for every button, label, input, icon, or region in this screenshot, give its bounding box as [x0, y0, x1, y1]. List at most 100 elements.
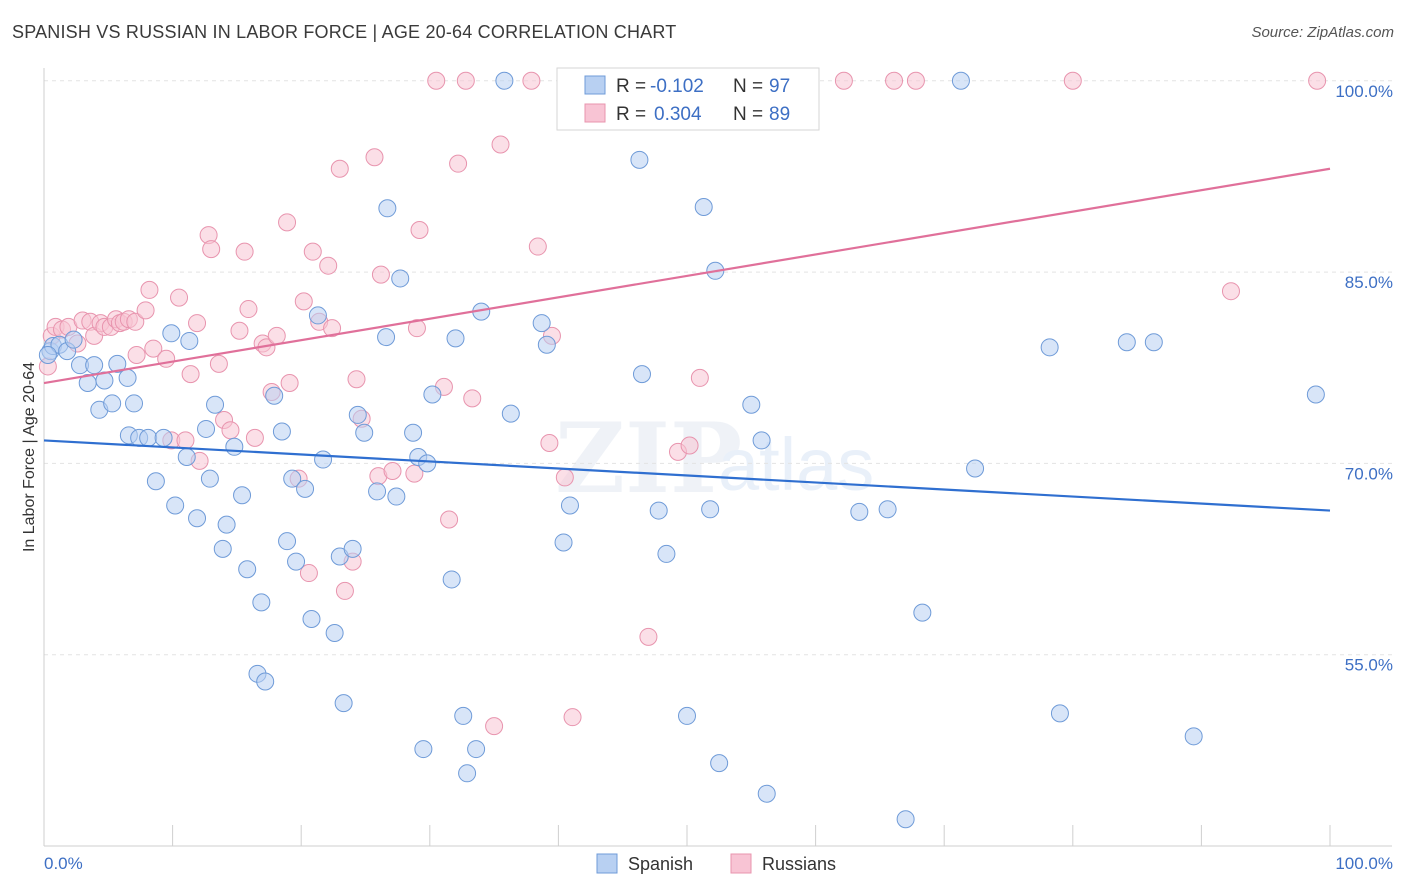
russian-point — [140, 280, 159, 299]
russians-legend-label: Russians — [762, 854, 836, 874]
russian-point — [347, 370, 366, 389]
russian-trend-line — [43, 167, 1331, 385]
russian-point — [383, 462, 402, 481]
spanish-point — [308, 306, 327, 325]
spanish-point — [632, 365, 651, 384]
spanish-r-label: R = — [616, 76, 646, 97]
spanish-n-value: 97 — [769, 76, 790, 97]
spanish-point — [188, 509, 207, 528]
spanish-point — [878, 500, 897, 519]
spanish-point — [302, 609, 321, 628]
legend: Spanish Russians — [596, 853, 836, 874]
spanish-point — [283, 469, 302, 488]
russian-point — [1308, 71, 1327, 90]
russian-point — [834, 71, 853, 90]
russian-point — [267, 326, 286, 345]
spanish-point — [272, 422, 291, 441]
y-tick-label: 55.0% — [1345, 656, 1393, 675]
russian-point — [491, 135, 510, 154]
spanish-point — [537, 335, 556, 354]
russian-point — [885, 71, 904, 90]
spanish-point — [108, 354, 127, 373]
spanish-point — [404, 423, 423, 442]
spanish-trend-line — [43, 439, 1331, 512]
spanish-point — [1144, 333, 1163, 352]
legend-item-russians[interactable]: Russians — [730, 853, 836, 874]
spanish-point — [38, 345, 57, 364]
russian-point — [456, 71, 475, 90]
spanish-point — [314, 450, 333, 469]
russian-point — [294, 292, 313, 311]
spanish-point — [334, 694, 353, 713]
russian-n-label: N = — [733, 104, 763, 125]
spanish-point — [701, 500, 720, 519]
spanish-point — [458, 764, 477, 783]
spanish-point — [387, 487, 406, 506]
spanish-point — [287, 552, 306, 571]
watermark-zip: ZIP — [555, 402, 742, 515]
russian-point — [323, 319, 342, 338]
russian-point — [319, 256, 338, 275]
spanish-point — [850, 502, 869, 521]
spanish-point — [694, 198, 713, 217]
spanish-point — [1184, 727, 1203, 746]
spanish-point — [213, 539, 232, 558]
spanish-points — [38, 71, 1325, 829]
spanish-point — [951, 71, 970, 90]
russian-point — [303, 242, 322, 261]
russian-r-label: R = — [616, 104, 646, 125]
spanish-point — [377, 328, 396, 347]
russian-point — [126, 312, 145, 331]
russian-point — [906, 71, 925, 90]
spanish-legend-swatch — [596, 853, 618, 874]
spanish-point — [265, 386, 284, 405]
spanish-point — [710, 754, 729, 773]
russian-point — [144, 339, 163, 358]
spanish-point — [378, 199, 397, 218]
watermark-atlas: atlas — [718, 423, 874, 506]
y-axis-title: In Labor Force | Age 20-64 — [21, 362, 38, 552]
russian-point — [235, 242, 254, 261]
spanish-point — [166, 496, 185, 515]
spanish-point — [414, 740, 433, 759]
spanish-point — [1306, 385, 1325, 404]
spanish-point — [554, 533, 573, 552]
spanish-point — [177, 448, 196, 466]
y-tick-label: 100.0% — [1335, 82, 1393, 101]
russian-n-value: 89 — [769, 104, 790, 125]
russian-point — [278, 213, 297, 232]
spanish-point — [752, 431, 771, 450]
spanish-point — [418, 454, 437, 473]
spanish-point — [233, 486, 252, 505]
russian-point — [280, 374, 299, 393]
spanish-point — [180, 331, 199, 350]
spanish-point — [252, 593, 271, 612]
spanish-point — [678, 706, 696, 725]
russian-r-value: 0.304 — [654, 104, 702, 125]
x-tick-label-max: 100.0% — [1335, 854, 1393, 873]
russian-point — [449, 154, 468, 173]
chart-source: Source: ZipAtlas.com — [1251, 24, 1394, 41]
russian-point — [1063, 71, 1082, 90]
spanish-point — [1117, 333, 1136, 352]
spanish-point — [154, 428, 173, 447]
spanish-r-value: -0.102 — [650, 76, 704, 97]
spanish-point — [391, 269, 410, 288]
spanish-point — [1050, 704, 1069, 723]
y-tick-label: 85.0% — [1345, 273, 1393, 292]
spanish-point — [238, 560, 257, 579]
x-ticks — [43, 825, 1331, 846]
russian-point — [555, 468, 574, 487]
spanish-point — [355, 423, 374, 442]
spanish-point — [368, 482, 387, 501]
y-tick-labels: 55.0% 70.0% 85.0% 100.0% — [1335, 82, 1393, 675]
axes — [43, 68, 1392, 847]
spanish-point — [495, 71, 514, 90]
spanish-point — [757, 784, 776, 803]
spanish-point — [501, 404, 520, 423]
legend-item-spanish[interactable]: Spanish — [596, 853, 693, 874]
spanish-point — [742, 395, 761, 414]
spanish-point — [348, 405, 367, 424]
spanish-point — [649, 501, 668, 520]
spanish-point — [442, 570, 461, 589]
